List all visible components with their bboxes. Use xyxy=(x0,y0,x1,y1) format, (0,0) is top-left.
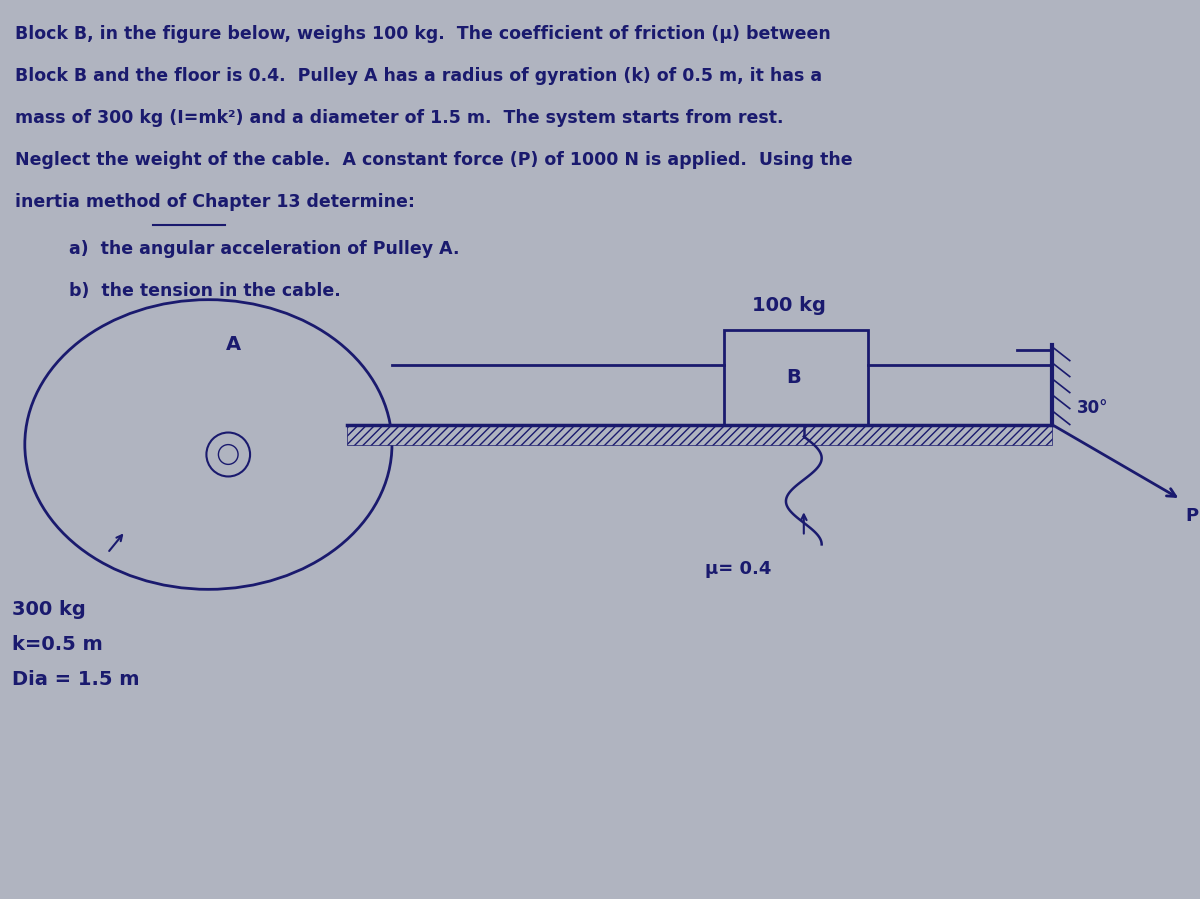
Text: μ= 0.4: μ= 0.4 xyxy=(704,560,770,578)
Text: Dia = 1.5 m: Dia = 1.5 m xyxy=(12,671,139,690)
Text: 300 kg: 300 kg xyxy=(12,601,85,619)
Bar xyxy=(725,330,869,424)
Text: Block B and the floor is 0.4.  Pulley A has a radius of gyration (k) of 0.5 m, i: Block B and the floor is 0.4. Pulley A h… xyxy=(14,67,822,85)
Text: a)  the angular acceleration of Pulley A.: a) the angular acceleration of Pulley A. xyxy=(70,240,460,258)
Text: A: A xyxy=(226,335,241,354)
Text: P: P xyxy=(1186,507,1199,525)
Text: Block B, in the figure below, weighs 100 kg.  The coefficient of friction (μ) be: Block B, in the figure below, weighs 100… xyxy=(14,25,830,43)
Text: B: B xyxy=(786,368,802,387)
Text: k=0.5 m: k=0.5 m xyxy=(12,636,103,654)
Text: mass of 300 kg (I=mk²) and a diameter of 1.5 m.  The system starts from rest.: mass of 300 kg (I=mk²) and a diameter of… xyxy=(14,109,784,127)
Text: inertia method of Chapter 13 determine:: inertia method of Chapter 13 determine: xyxy=(14,192,415,210)
Text: 30°: 30° xyxy=(1076,398,1109,416)
Bar xyxy=(347,424,1052,444)
Text: Neglect the weight of the cable.  A constant force (P) of 1000 N is applied.  Us: Neglect the weight of the cable. A const… xyxy=(14,151,852,169)
Text: b)  the tension in the cable.: b) the tension in the cable. xyxy=(70,281,341,299)
Text: 100 kg: 100 kg xyxy=(752,296,826,315)
